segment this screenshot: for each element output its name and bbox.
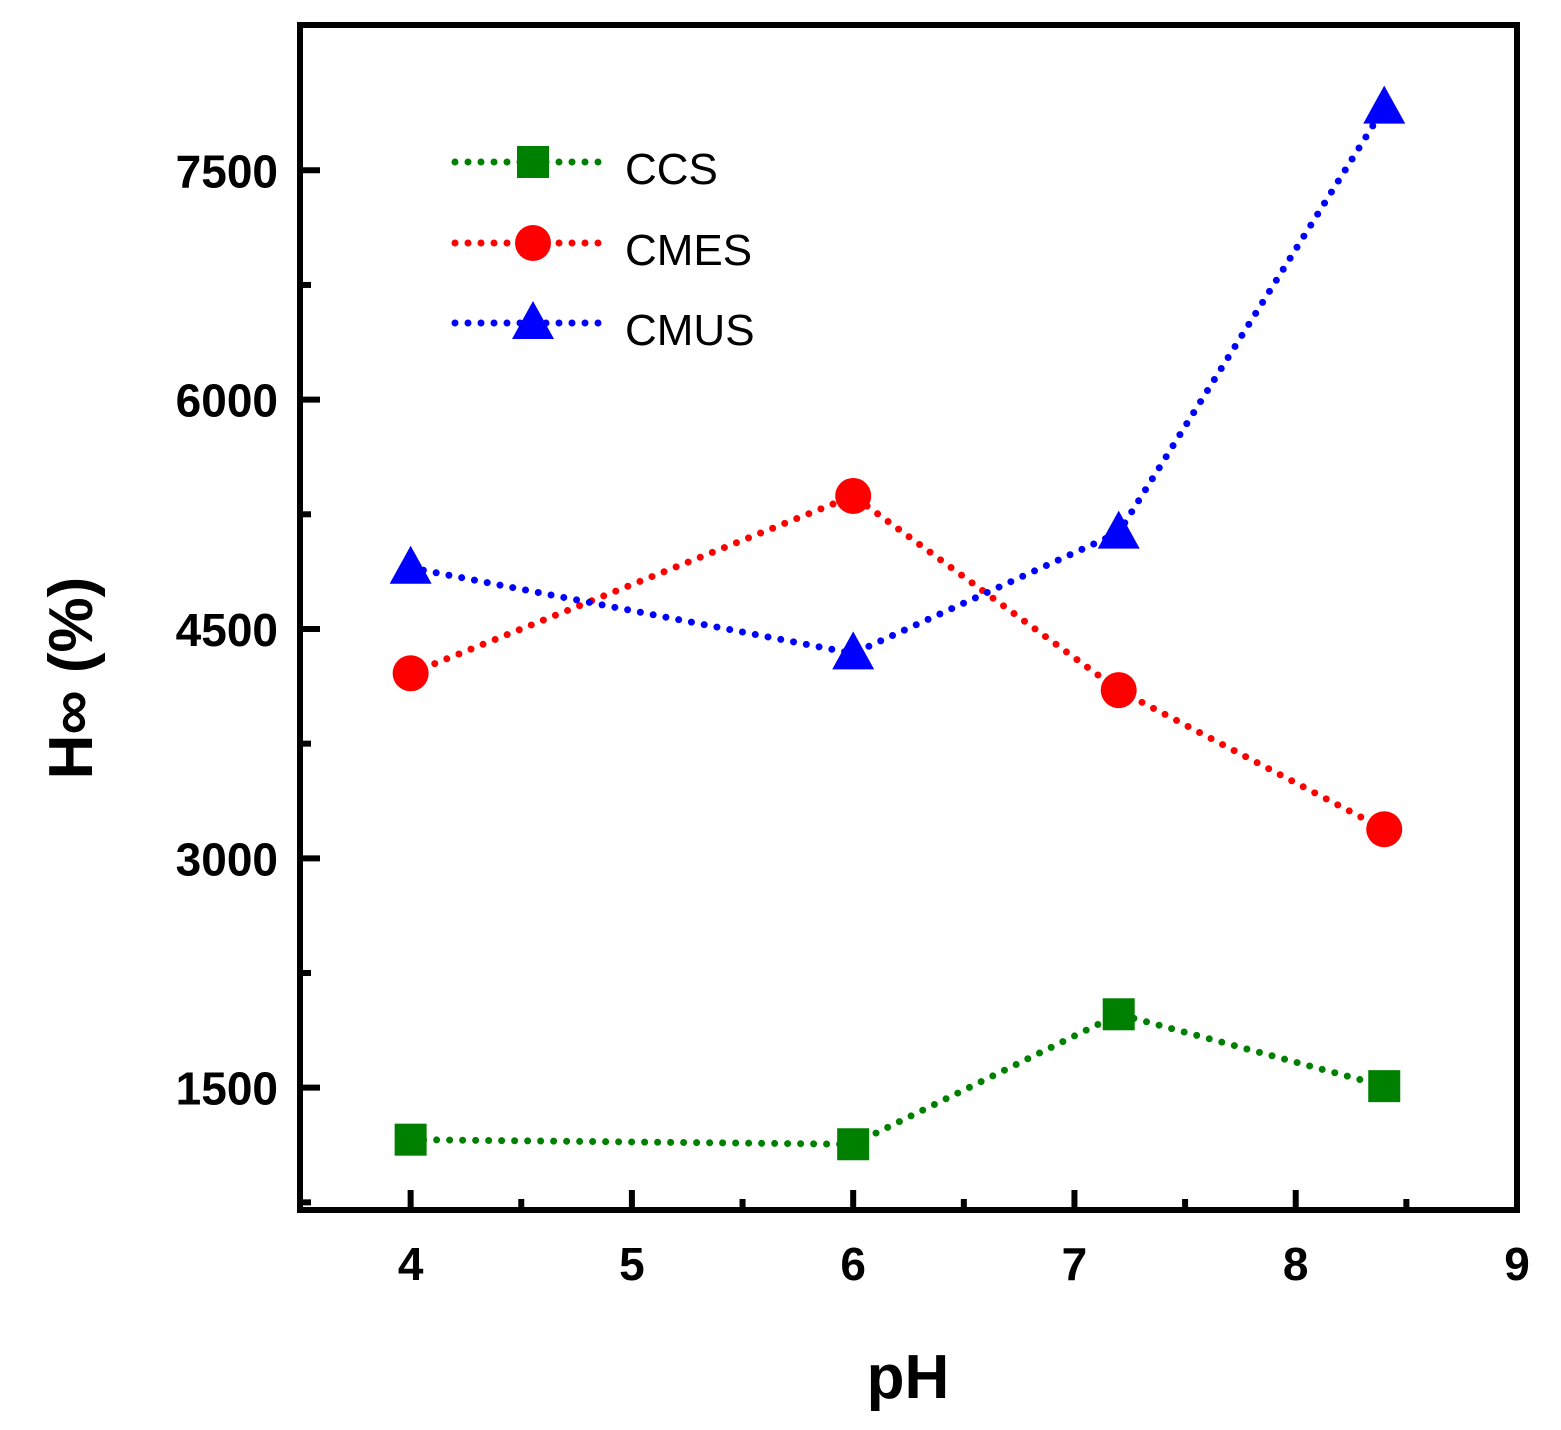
x-tick-label-3: 7 bbox=[1062, 1238, 1088, 1290]
x-tick-label-0: 4 bbox=[398, 1238, 424, 1290]
x-tick-label-2: 6 bbox=[840, 1238, 866, 1290]
legend-item-ccs: CCS bbox=[451, 145, 718, 194]
y-tick-label-2: 4500 bbox=[176, 604, 278, 656]
data-point-cmus-3 bbox=[1363, 85, 1406, 124]
legend-item-cmes: CMES bbox=[451, 225, 752, 275]
x-tick-label-4: 8 bbox=[1283, 1238, 1309, 1290]
legend-marker-ccs bbox=[517, 146, 549, 178]
data-point-ccs-2 bbox=[1102, 998, 1135, 1031]
x-axis-label: pH bbox=[867, 1343, 950, 1412]
legend-label-cmes: CMES bbox=[625, 226, 752, 275]
data-point-cmus-0 bbox=[389, 545, 432, 584]
y-tick-label-4: 7500 bbox=[176, 145, 278, 197]
legend-marker-cmes bbox=[515, 225, 551, 261]
y-tick-label-0: 1500 bbox=[176, 1063, 278, 1115]
legend-item-cmus: CMUS bbox=[451, 301, 755, 355]
series-line-ccs bbox=[407, 1010, 1388, 1148]
legend-marker-cmus bbox=[512, 301, 554, 339]
x-tick-label-5: 9 bbox=[1504, 1238, 1530, 1290]
data-point-ccs-1 bbox=[837, 1128, 870, 1161]
legend-label-cmus: CMUS bbox=[625, 306, 755, 355]
data-point-cmes-3 bbox=[1366, 811, 1403, 848]
series-line-cmes bbox=[407, 491, 1388, 833]
axes-layer: 4 5 6 7 8 9 1500 3000 4500 6000 7500 bbox=[176, 22, 1530, 1290]
series-cmes bbox=[392, 477, 1403, 848]
data-point-cmes-1 bbox=[835, 477, 872, 514]
data-point-ccs-0 bbox=[394, 1123, 427, 1156]
data-point-cmus-1 bbox=[832, 631, 875, 670]
data-point-cmes-2 bbox=[1100, 672, 1137, 709]
y-tick-label-3: 6000 bbox=[176, 375, 278, 427]
series-cmus bbox=[389, 85, 1406, 670]
legend-label-ccs: CCS bbox=[625, 145, 718, 194]
data-point-ccs-3 bbox=[1368, 1070, 1401, 1103]
data-point-cmes-0 bbox=[392, 655, 429, 692]
data-point-cmus-2 bbox=[1097, 510, 1140, 549]
y-axis-label: H∞ (%) bbox=[37, 577, 106, 780]
series-ccs bbox=[394, 998, 1401, 1161]
legend: CCS CMES CMUS bbox=[451, 145, 755, 355]
y-tick-label-1: 3000 bbox=[176, 833, 278, 885]
series-layer bbox=[389, 85, 1406, 1161]
plot-frame bbox=[297, 22, 1520, 1213]
x-tick-label-1: 5 bbox=[619, 1238, 645, 1290]
series-line-cmus bbox=[407, 104, 1388, 658]
